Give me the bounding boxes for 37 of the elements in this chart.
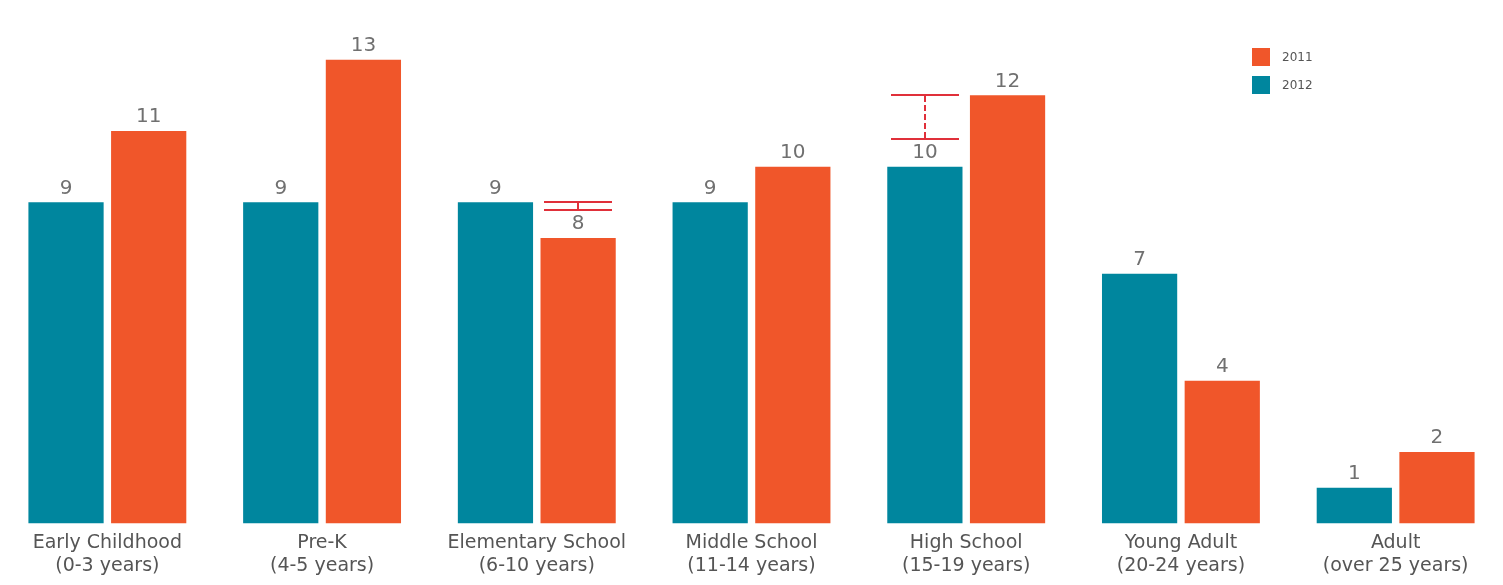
bar [243, 202, 319, 524]
bar [969, 95, 1046, 524]
data-label: 4 [1215, 352, 1229, 377]
bar [1399, 452, 1475, 524]
bar [28, 202, 104, 524]
x-tick-label: Young Adult (20-24 years) [1116, 529, 1246, 575]
data-label: 9 [59, 174, 73, 199]
x-tick-label: Early Childhood (0-3 years) [32, 529, 183, 575]
x-tick-label: Adult (over 25 years) [1322, 529, 1469, 575]
data-label: 10 [912, 138, 938, 163]
x-tick-label: High School (15-19 years) [902, 529, 1031, 575]
data-label: 10 [780, 138, 806, 163]
bar [1184, 380, 1260, 524]
bar [672, 202, 748, 524]
data-label: 12 [994, 67, 1021, 92]
bar [1316, 487, 1392, 524]
data-label: 2 [1430, 424, 1444, 449]
bar [755, 166, 831, 524]
x-tick-label: Pre-K (4-5 years) [269, 529, 375, 575]
legend-label: 2012 [1282, 78, 1313, 92]
data-label: 9 [703, 174, 717, 199]
bar [1101, 273, 1178, 524]
data-label: 8 [571, 210, 585, 235]
data-label: 9 [274, 174, 288, 199]
bar [887, 166, 963, 524]
data-label: 7 [1133, 245, 1146, 270]
x-tick-label: Middle School (11-14 years) [685, 529, 818, 575]
bar [540, 238, 616, 524]
data-label: 1 [1347, 459, 1361, 484]
bar [325, 59, 402, 524]
x-tick-label: Elementary School (6-10 years) [447, 529, 627, 575]
data-label: 11 [135, 103, 162, 128]
legend-label: 2011 [1282, 50, 1313, 64]
data-label: 13 [350, 31, 377, 56]
bar [111, 131, 187, 524]
bar [457, 202, 534, 524]
data-label: 9 [489, 174, 502, 199]
